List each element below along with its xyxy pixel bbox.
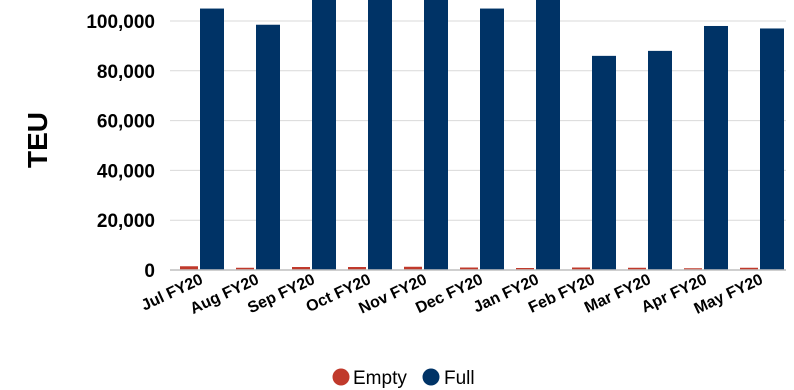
bar-full [536,0,560,270]
bar-full [648,50,672,270]
bar-empty [348,267,366,270]
legend: Empty Full [332,368,475,389]
bar-full [312,0,336,270]
bar-full [480,8,504,271]
y-tick-label: 80,000 [97,62,155,83]
bar-empty [628,267,646,270]
bar-full [704,25,728,271]
bar-empty [684,268,702,270]
bar-full [368,0,392,270]
legend-marker [332,368,350,386]
bar-full [592,55,616,270]
bar-empty [516,268,534,270]
y-tick-label: 20,000 [97,211,155,232]
y-tick-label: 100,000 [86,12,155,33]
bar-full [424,0,448,270]
y-axis-ticks: 0 20,000 40,000 60,000 80,000 100,000 [86,12,155,282]
y-tick-label: 0 [144,261,155,282]
bar-empty [404,266,422,270]
bar-full [760,28,784,270]
bar-empty [292,267,310,270]
bar-full [200,8,224,271]
bar-full [256,24,280,270]
y-tick-label: 60,000 [97,112,155,133]
bar-empty [460,267,478,270]
legend-label: Full [444,368,475,389]
y-axis-title: TEU [22,112,53,168]
bar-empty [572,267,590,270]
y-tick-label: 40,000 [97,161,155,182]
bar-empty [180,266,198,270]
bars [180,0,784,271]
legend-label: Empty [353,368,407,389]
legend-marker [422,368,440,386]
bar-empty [740,267,758,270]
bar-empty [236,267,254,270]
